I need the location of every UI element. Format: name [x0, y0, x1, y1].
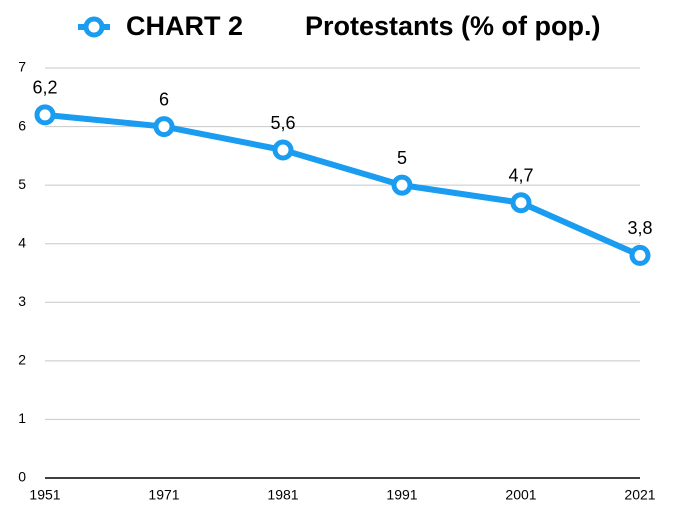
point — [510, 192, 532, 214]
y-tick-label: 1 — [18, 410, 26, 426]
x-tick-label: 2021 — [624, 487, 655, 503]
chart-title: CHART 2 — [126, 11, 243, 41]
point — [153, 116, 175, 138]
y-tick-label: 6 — [18, 117, 26, 133]
y-tick-label: 3 — [18, 293, 26, 309]
value-label: 6,2 — [32, 78, 57, 98]
x-tick-label: 1951 — [29, 487, 60, 503]
point — [34, 104, 56, 126]
x-tick-label: 2001 — [505, 487, 536, 503]
point — [391, 174, 413, 196]
legend: CHART 2 Protestants (% of pop.) — [78, 11, 601, 41]
value-label: 3,8 — [627, 218, 652, 238]
x-tick-label: 1981 — [267, 487, 298, 503]
series-line — [44, 111, 642, 259]
y-tick-label: 7 — [18, 59, 26, 75]
value-label: 4,7 — [508, 165, 533, 185]
point — [629, 244, 651, 266]
y-tick-label: 4 — [18, 234, 26, 250]
x-tick-label: 1991 — [386, 487, 417, 503]
y-tick-label: 5 — [18, 176, 26, 192]
value-label: 5,6 — [270, 113, 295, 133]
point — [272, 139, 294, 161]
y-tick-label: 0 — [18, 469, 26, 485]
y-tick-label: 2 — [18, 352, 26, 368]
legend-label: Protestants (% of pop.) — [305, 11, 601, 41]
value-label: 5 — [397, 148, 407, 168]
legend-marker — [83, 16, 105, 38]
x-tick-label: 1971 — [148, 487, 179, 503]
value-label: 6 — [159, 89, 169, 109]
